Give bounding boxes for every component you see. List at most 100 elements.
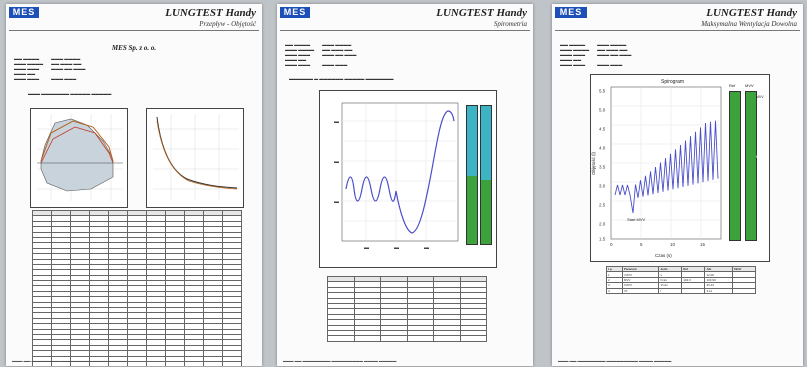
- table-row: [32, 226, 242, 233]
- table-row: [32, 231, 242, 238]
- actual-bar-value: MVV: [756, 155, 764, 159]
- table-row: 4 VT l 3.11: [606, 287, 757, 294]
- table-row: [32, 209, 242, 217]
- mes-logo: MES: [9, 7, 39, 18]
- report-subtitle: Spirometria: [493, 20, 527, 28]
- table-cell: [222, 360, 242, 366]
- svg-text:▬: ▬: [334, 199, 339, 205]
- report-page-spirometry: MES LUNGTEST Handy Spirometria ▬▬ ▬▬▬▬ ▬…: [277, 4, 533, 366]
- page-footer: ▬▬▬ ▬▬ ▬▬▬▬▬▬▬▬ ▬▬▬▬▬▬▬▬▬ ▬▬▬▬ ▬▬▬▬▬: [12, 359, 126, 363]
- table-cell: [731, 287, 757, 294]
- y-tick-label: 3.5: [599, 165, 606, 170]
- header-divider: [555, 30, 800, 31]
- table-cell: [433, 335, 461, 342]
- mes-logo: MES: [555, 7, 587, 18]
- report-brand: LUNGTEST Handy: [706, 7, 797, 19]
- ref-bar: [466, 105, 478, 245]
- report-brand: LUNGTEST Handy: [436, 7, 527, 19]
- results-table: [327, 275, 487, 342]
- mvv-spirogram: Spirogram 5.5 5.0 4.5 4.0 3.5 3.0 2.5 2.0 1.5 0 5 1…: [591, 79, 722, 258]
- svg-text:▬: ▬: [364, 245, 369, 251]
- mes-logo: MES: [280, 7, 310, 18]
- company-name: MES Sp. z o. o.: [111, 44, 157, 52]
- table-row: [32, 247, 242, 255]
- spirogram-trace: ▬ ▬ ▬ ▬ ▬ ▬: [334, 102, 459, 251]
- y-tick-label: 5.0: [599, 108, 606, 113]
- mvv-results-table: Lp. Parametr Jedn Ref Akt %Ref 1 t MVV s 12.00 2 MV…: [606, 265, 757, 294]
- svg-text:▬: ▬: [424, 245, 429, 251]
- table-cell: [380, 335, 408, 342]
- svg-text:▬: ▬: [334, 119, 339, 125]
- table-cell: l: [658, 287, 683, 294]
- volume-time-chart: [146, 108, 244, 208]
- table-row: [32, 344, 242, 352]
- report-brand: LUNGTEST Handy: [165, 7, 256, 19]
- y-tick-label: 2.0: [599, 222, 606, 227]
- table-row: [327, 335, 487, 342]
- mvv-chart-title: Spirogram: [661, 79, 684, 85]
- y-tick-label: 2.5: [599, 203, 606, 208]
- report-page-flow-volume: MES LUNGTEST Handy Przepływ - Objętość M…: [6, 4, 262, 366]
- x-tick-label: 10: [670, 242, 676, 247]
- x-tick-label: 5: [640, 242, 643, 247]
- table-row: [327, 281, 487, 288]
- patient-info-block: ▬▬ ▬▬▬▬ ▬▬▬ ▬▬▬▬ ▬▬▬ ▬▬▬▬ ▬▬ ▬▬▬ ▬▬ ▬▬▬ …: [560, 42, 632, 67]
- y-tick-label: 3.0: [599, 184, 606, 189]
- ref-bar-label: Ref: [729, 83, 736, 88]
- y-tick-label: 4.5: [599, 127, 606, 132]
- table-cell: [127, 360, 147, 366]
- x-tick-label: 15: [700, 242, 706, 247]
- report-subtitle: Maksymalna Wentylacja Dowolna: [701, 20, 797, 28]
- results-table: [32, 209, 242, 366]
- header-divider: [280, 30, 530, 31]
- table-cell: VT: [621, 287, 660, 294]
- ref-mvv-bar: [729, 91, 741, 241]
- flow-volume-chart: [30, 108, 128, 208]
- table-cell: [353, 335, 381, 342]
- page-footer: ▬▬▬ ▬▬ ▬▬▬▬▬▬▬▬ ▬▬▬▬▬▬▬▬▬ ▬▬▬▬ ▬▬▬▬▬: [283, 359, 397, 363]
- patient-info-block: ▬▬ ▬▬▬▬ ▬▬▬ ▬▬▬▬ ▬▬▬ ▬▬▬▬ ▬▬ ▬▬▬ ▬▬ ▬▬▬ …: [285, 42, 357, 67]
- table-row: [32, 350, 242, 357]
- spirogram-chart: ▬ ▬ ▬ ▬ ▬ ▬: [319, 90, 497, 268]
- chart-caption: ▬▬▬ ▬▬▬▬▬▬▬ ▬▬▬▬▬ ▬▬▬▬▬: [28, 91, 112, 96]
- table-cell: [184, 360, 204, 366]
- actual-mvv-bar: [745, 91, 757, 241]
- table-cell: [165, 360, 185, 366]
- header-divider: [9, 30, 259, 31]
- table-cell: [681, 287, 706, 294]
- mvv-annotation: Start MVV: [627, 217, 646, 222]
- page-footer: ▬▬▬ ▬▬ ▬▬▬▬▬▬▬▬ ▬▬▬▬▬▬▬▬▬ ▬▬▬▬ ▬▬▬▬▬: [558, 359, 672, 363]
- table-cell: [459, 335, 487, 342]
- svg-text:▬: ▬: [394, 245, 399, 251]
- table-row: [32, 360, 242, 366]
- table-row: [32, 269, 242, 276]
- table-cell: [203, 360, 223, 366]
- x-tick-label: 0: [610, 242, 613, 247]
- table-row: [327, 313, 487, 321]
- y-tick-label: 4.0: [599, 146, 606, 151]
- mvv-xlabel: Czas (s): [655, 253, 672, 258]
- table-cell: 4: [606, 287, 623, 294]
- chart-caption: ▬▬▬▬▬▬ ▬ ▬▬▬▬▬▬ ▬▬▬▬▬ ▬▬▬▬▬▬▬: [289, 76, 394, 81]
- mvv-ylabel: Objętość (l): [591, 151, 596, 175]
- actual-bar: [480, 105, 492, 245]
- table-row: [327, 292, 487, 299]
- y-tick-label: 5.5: [599, 89, 606, 94]
- table-row: [32, 220, 242, 228]
- table-cell: 3.11: [704, 287, 733, 294]
- report-page-mvv: MES LUNGTEST Handy Maksymalna Wentylacja…: [552, 4, 803, 366]
- mvv-spirogram-chart: Spirogram 5.5 5.0 4.5 4.0 3.5 3.0 2.5 2.0 1.5 0 5 1…: [590, 74, 770, 262]
- table-row: [32, 236, 242, 244]
- table-cell: [146, 360, 166, 366]
- table-cell: [406, 335, 434, 342]
- y-tick-label: 1.5: [599, 237, 606, 242]
- mvv-trace: [614, 120, 719, 214]
- report-subtitle: Przepływ - Objętość: [199, 20, 256, 28]
- flow-volume-curve: [37, 114, 123, 201]
- ref-bar-value: MVV: [756, 95, 764, 99]
- actual-bar-label: MVV: [745, 83, 754, 88]
- svg-text:▬: ▬: [334, 159, 339, 165]
- table-cell: [327, 335, 355, 342]
- volume-time-curve: [153, 114, 239, 201]
- patient-info-block: ▬▬ ▬▬▬▬ ▬▬▬ ▬▬▬▬ ▬▬▬ ▬▬▬▬ ▬▬ ▬▬▬ ▬▬ ▬▬▬ …: [14, 56, 86, 81]
